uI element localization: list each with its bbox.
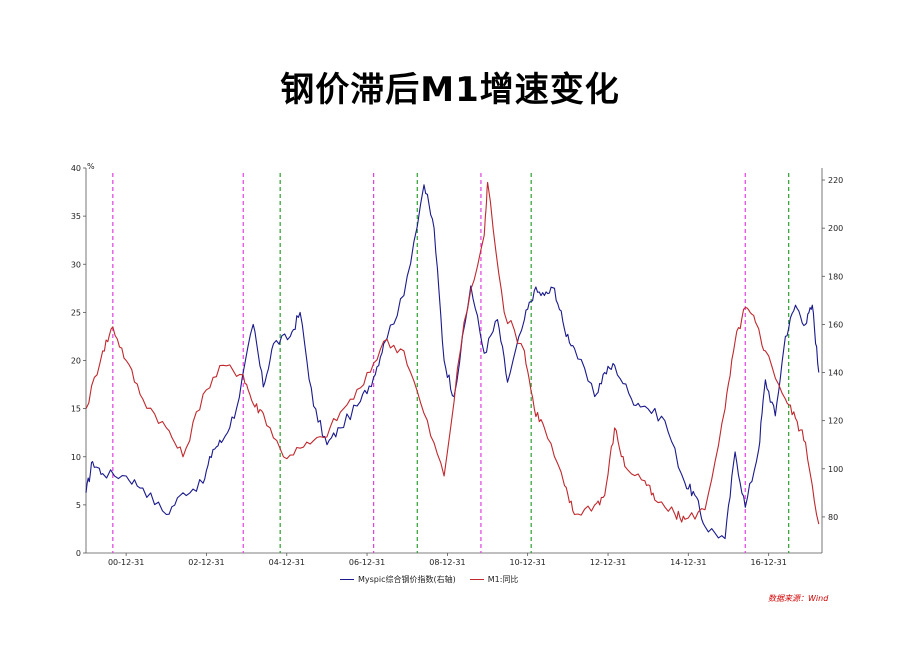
- left-tick-label: 5: [76, 501, 81, 510]
- right-tick-label: 180: [828, 272, 843, 281]
- x-tick-label: 04-12-31: [269, 558, 305, 567]
- legend-item-steel-index: Myspic综合钢价指数(右轴): [340, 574, 456, 585]
- legend-swatch-m1: [469, 579, 484, 580]
- x-tick-label: 14-12-31: [670, 558, 706, 567]
- legend-item-m1: M1:同比: [469, 574, 519, 585]
- right-tick-label: 80: [828, 513, 838, 522]
- legend-swatch-steel-index: [340, 579, 354, 580]
- right-tick-label: 160: [828, 320, 843, 329]
- x-tick-label: 08-12-31: [429, 558, 465, 567]
- x-tick-label: 06-12-31: [349, 558, 385, 567]
- series-line-m1: [85, 181, 820, 525]
- left-tick-label: 0: [76, 549, 81, 558]
- left-tick-label: 40: [71, 164, 81, 173]
- legend-label-steel-index: Myspic综合钢价指数(右轴): [358, 575, 456, 584]
- page-title: 钢价滞后M1增速变化: [280, 70, 620, 110]
- x-tick-label: 00-12-31: [108, 558, 144, 567]
- left-tick-label: 30: [71, 260, 81, 269]
- right-tick-label: 140: [828, 369, 843, 378]
- left-axis-unit: %: [87, 162, 95, 171]
- right-tick-label: 100: [828, 465, 843, 474]
- right-tick-label: 120: [828, 417, 843, 426]
- legend-label-m1: M1:同比: [487, 575, 519, 584]
- x-tick-label: 02-12-31: [188, 558, 224, 567]
- chart-legend: Myspic综合钢价指数(右轴) M1:同比: [340, 574, 518, 585]
- right-tick-label: 200: [828, 224, 843, 233]
- x-tick-label: 16-12-31: [751, 558, 787, 567]
- right-tick-label: 220: [828, 176, 843, 185]
- left-tick-label: 25: [71, 308, 81, 317]
- x-tick-label: 10-12-31: [510, 558, 546, 567]
- data-source-note: 数据来源：Wind: [768, 594, 829, 603]
- left-tick-label: 35: [71, 212, 81, 221]
- left-tick-label: 15: [71, 405, 81, 414]
- x-tick-label: 12-12-31: [590, 558, 626, 567]
- left-tick-label: 20: [71, 357, 81, 366]
- left-tick-label: 10: [71, 453, 81, 462]
- series-line-steel-index: [85, 184, 820, 540]
